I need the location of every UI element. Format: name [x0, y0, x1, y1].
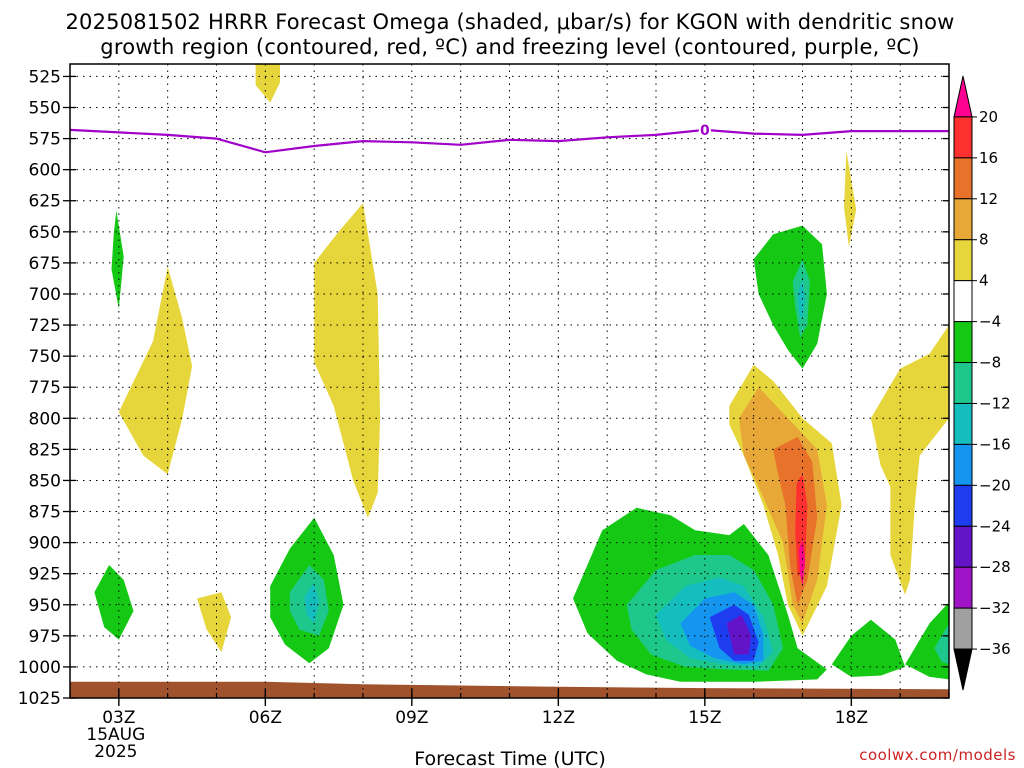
colorbar-swatch — [953, 362, 973, 404]
x-year-label: 2025 — [94, 742, 137, 762]
y-tick-label: 875 — [29, 503, 61, 523]
freezing-level-line — [69, 128, 949, 154]
y-tick-label: 625 — [29, 192, 61, 212]
colorbar-swatch — [953, 525, 973, 568]
omega-region-11 — [773, 436, 818, 605]
colorbar-swatch — [953, 607, 973, 650]
x-tick-label: 12Z — [542, 708, 575, 728]
omega-region-1 — [111, 210, 124, 309]
y-tick-label: 825 — [29, 440, 61, 460]
omega-region-13 — [799, 540, 805, 587]
y-tick-label: 900 — [29, 534, 61, 554]
omega-region-0 — [255, 64, 280, 103]
colorbar-swatch — [953, 321, 973, 364]
omega-region-24 — [726, 614, 752, 655]
y-tick-label: 925 — [29, 565, 61, 585]
y-tick-label: 725 — [29, 316, 61, 336]
colorbar-swatch — [953, 198, 973, 241]
ground-fill — [70, 681, 949, 698]
x-date-label: 15AUG — [86, 725, 145, 745]
omega-region-27 — [934, 623, 949, 665]
colorbar-label: −24 — [979, 517, 1011, 535]
colorbar-label: −32 — [979, 599, 1011, 617]
y-tick-label: 850 — [29, 471, 61, 491]
colorbar-label: −36 — [979, 640, 1011, 658]
y-tick-label: 750 — [29, 347, 61, 367]
colorbar-label: 16 — [979, 149, 998, 167]
omega-region-14 — [753, 225, 827, 369]
omega-region-12 — [795, 474, 808, 578]
colorbar-swatch — [953, 648, 973, 691]
colorbar-label: −4 — [979, 313, 1001, 331]
colorbar-swatch — [953, 484, 973, 527]
contour-label-bg — [698, 121, 711, 138]
freezing-level-label: 0 — [700, 123, 710, 139]
x-tick-label: 09Z — [395, 708, 428, 728]
omega-region-17 — [844, 151, 857, 247]
colorbar-label: 12 — [979, 190, 998, 208]
credit-link[interactable]: coolwx.com/models — [859, 746, 1016, 764]
colorbar-swatch — [953, 402, 973, 445]
omega-region-18 — [870, 325, 949, 595]
y-tick-label: 950 — [29, 596, 61, 616]
colorbar-label: −12 — [979, 394, 1011, 412]
y-tick-label: 1025 — [18, 689, 61, 709]
y-tick-label: 675 — [29, 254, 61, 274]
y-tick-label: 575 — [29, 130, 61, 150]
y-tick-label: 800 — [29, 409, 61, 429]
y-tick-label: 700 — [29, 285, 61, 305]
colorbar-label: −20 — [979, 476, 1011, 494]
chart-title-line2: growth region (contoured, red, ºC) and f… — [100, 35, 919, 59]
colorbar-label: 4 — [979, 272, 989, 290]
x-tick-label: 15Z — [688, 708, 721, 728]
colorbar-swatch — [953, 239, 973, 282]
pressure-axis: 525 550 575 600 625 650 675 700 725 750 775 800 825 8… — [18, 67, 949, 709]
x-tick-label: 06Z — [249, 708, 282, 728]
y-tick-label: 1000 — [18, 658, 61, 678]
omega-region-5 — [197, 592, 232, 652]
omega-region-4 — [94, 565, 134, 640]
ground-layer — [70, 681, 949, 698]
omega-region-3 — [314, 203, 381, 518]
y-tick-label: 975 — [29, 627, 61, 647]
omega-region-8 — [304, 582, 319, 624]
x-tick-label: 18Z — [835, 708, 868, 728]
colorbar-label: −8 — [979, 354, 1001, 372]
omega-shaded-regions — [94, 64, 949, 682]
colorbar-swatch — [953, 157, 973, 200]
colorbar-swatch — [953, 566, 973, 609]
colorbar-label: −16 — [979, 435, 1011, 453]
x-tick-label: 03Z — [102, 708, 135, 728]
colorbar-label: −28 — [979, 558, 1011, 576]
colorbar-swatch — [953, 116, 973, 159]
colorbar-swatch — [953, 280, 973, 323]
omega-region-16 — [797, 279, 805, 322]
x-axis-title: Forecast Time (UTC) — [414, 748, 605, 768]
y-tick-label: 650 — [29, 223, 61, 243]
omega-region-26 — [905, 602, 949, 680]
colorbar-label: 8 — [979, 231, 989, 249]
chart-title-line1: 2025081502 HRRR Forecast Omega (shaded, … — [65, 10, 954, 34]
colorbar: 20 16 12 8 4 −4 −8 −12 −16 −20 −24 −28 −32 −36 — [953, 75, 1011, 691]
omega-region-2 — [118, 266, 193, 475]
y-tick-label: 550 — [29, 99, 61, 119]
y-tick-label: 775 — [29, 378, 61, 398]
omega-region-25 — [831, 619, 906, 677]
colorbar-swatch — [953, 443, 973, 486]
colorbar-label: 20 — [979, 108, 998, 126]
freezing-level-contour: 0 — [69, 121, 949, 154]
y-tick-label: 600 — [29, 161, 61, 181]
y-tick-label: 525 — [29, 67, 61, 87]
